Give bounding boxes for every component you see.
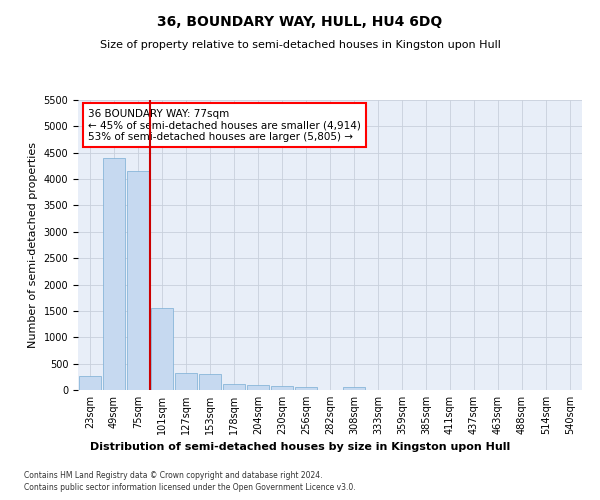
Text: Size of property relative to semi-detached houses in Kingston upon Hull: Size of property relative to semi-detach…	[100, 40, 500, 50]
Y-axis label: Number of semi-detached properties: Number of semi-detached properties	[28, 142, 38, 348]
Text: Distribution of semi-detached houses by size in Kingston upon Hull: Distribution of semi-detached houses by …	[90, 442, 510, 452]
Bar	[199, 374, 221, 390]
Bar	[271, 386, 293, 390]
Bar	[247, 386, 269, 390]
Text: 36 BOUNDARY WAY: 77sqm
← 45% of semi-detached houses are smaller (4,914)
53% of : 36 BOUNDARY WAY: 77sqm ← 45% of semi-det…	[88, 108, 361, 142]
Bar	[343, 387, 365, 390]
Text: Contains HM Land Registry data © Crown copyright and database right 2024.: Contains HM Land Registry data © Crown c…	[24, 471, 323, 480]
Bar	[175, 372, 197, 390]
Text: 36, BOUNDARY WAY, HULL, HU4 6DQ: 36, BOUNDARY WAY, HULL, HU4 6DQ	[157, 15, 443, 29]
Bar	[151, 308, 173, 390]
Bar	[127, 171, 149, 390]
Text: Contains public sector information licensed under the Open Government Licence v3: Contains public sector information licen…	[24, 484, 356, 492]
Bar	[79, 376, 101, 390]
Bar	[295, 388, 317, 390]
Bar	[103, 158, 125, 390]
Bar	[223, 384, 245, 390]
